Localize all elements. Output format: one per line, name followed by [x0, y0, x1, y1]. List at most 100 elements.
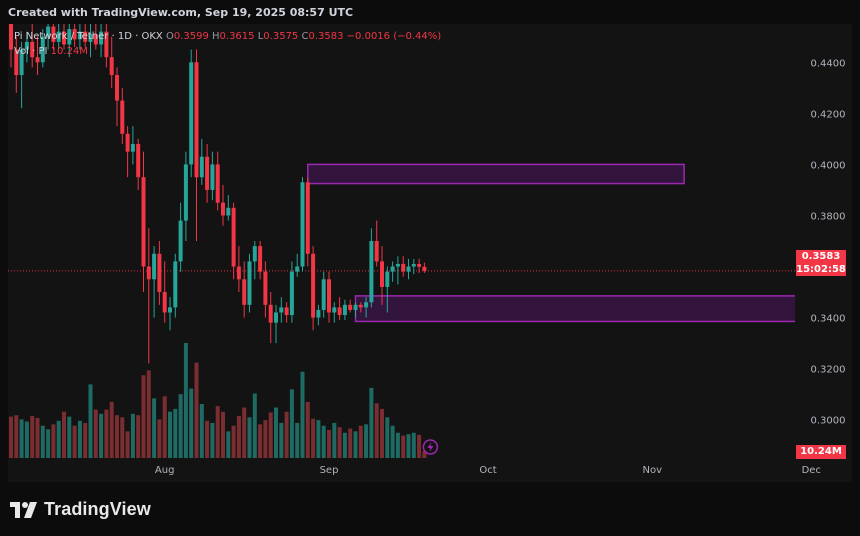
volume-bar: [348, 428, 353, 458]
candle-body: [289, 271, 294, 316]
candle-body: [279, 307, 284, 313]
candle-body: [136, 143, 141, 178]
volume-bar: [295, 422, 300, 458]
y-tick-label: 0.3400: [811, 314, 846, 325]
volume-bar: [369, 387, 374, 458]
candle-body: [221, 202, 225, 216]
volume-bar: [274, 407, 278, 458]
volume-bar: [231, 425, 236, 458]
high-value: 0.3615: [219, 31, 255, 42]
volume-bar: [380, 408, 384, 458]
volume-value: 10.24M: [50, 46, 88, 57]
volume-bar: [205, 420, 210, 458]
low-value: 0.3575: [263, 31, 299, 42]
candle-body: [385, 271, 390, 287]
candle-body: [93, 34, 98, 45]
volume-bar: [51, 424, 56, 458]
candle-body: [162, 292, 167, 313]
volume-bar: [77, 420, 82, 458]
candle-body: [77, 31, 82, 40]
y-tick-label: 0.3200: [811, 365, 846, 376]
volume-bar: [120, 417, 125, 458]
candle-body: [316, 309, 321, 318]
tradingview-logo[interactable]: TradingView: [10, 499, 151, 520]
volume-bar: [358, 425, 363, 458]
volume-legend: Vol · PI 10.24M: [14, 46, 88, 57]
candle-body: [9, 24, 13, 50]
candle-body: [62, 31, 66, 45]
volume-bar: [242, 407, 247, 458]
candle-body: [157, 253, 162, 293]
volume-bar: [268, 412, 273, 458]
volume-bar: [19, 419, 24, 458]
candle-body: [46, 26, 51, 37]
candle-body: [83, 31, 88, 42]
candle-body: [109, 57, 114, 76]
volume-bar: [141, 375, 146, 458]
candle-body: [173, 261, 178, 308]
candle-body: [168, 307, 172, 313]
volume-bar: [194, 362, 199, 458]
close-label: C: [301, 31, 309, 42]
volume-bar: [178, 394, 183, 458]
volume-bar: [258, 424, 263, 458]
candle-body: [337, 307, 342, 316]
volume-bar: [390, 425, 395, 458]
candle-body: [274, 312, 278, 323]
volume-bar: [411, 432, 416, 458]
candle-body: [395, 263, 400, 267]
x-tick-label: Sep: [320, 465, 339, 476]
volume-bar: [316, 420, 321, 458]
y-tick-label: 0.3800: [811, 211, 846, 222]
volume-bar: [109, 401, 114, 458]
x-tick-label: Nov: [643, 465, 663, 476]
volume-bar: [199, 404, 204, 458]
volume-bar: [252, 393, 257, 458]
low-label: L: [257, 31, 264, 42]
volume-bar: [146, 370, 151, 458]
candle-body: [199, 156, 204, 178]
candle-body: [252, 246, 257, 262]
candle-body: [417, 263, 422, 267]
symbol-legend: Pi Network / Tether · 1D · OKX O0.3599 H…: [14, 31, 441, 42]
volume-bar: [183, 343, 188, 458]
candle-body: [125, 133, 130, 152]
candle-body: [183, 164, 188, 221]
candle-body: [369, 241, 374, 303]
candle-body: [332, 307, 337, 313]
candle-body: [406, 266, 411, 272]
candle-body: [300, 182, 305, 267]
candle-body: [390, 266, 395, 272]
tradingview-wordmark: TradingView: [44, 499, 151, 519]
candle-body: [226, 207, 231, 216]
candle-body: [380, 261, 384, 287]
volume-bar: [311, 418, 316, 458]
open-value: 0.3599: [173, 31, 209, 42]
candle-body: [295, 266, 300, 272]
candle-body: [401, 263, 406, 272]
volume-bar: [46, 429, 51, 458]
volume-bar: [130, 413, 135, 458]
candle-body: [374, 241, 379, 262]
candle-body: [146, 266, 151, 280]
chart-pane[interactable]: [8, 24, 795, 482]
candle-body: [242, 279, 247, 305]
x-tick-label: Dec: [802, 465, 821, 476]
volume-bar: [189, 388, 194, 458]
volume-bar: [67, 416, 72, 458]
candle-body: [14, 49, 19, 76]
candle-body: [236, 266, 241, 280]
volume-bar: [9, 416, 13, 458]
volume-bar: [115, 415, 119, 458]
chart-caption: Created with TradingView.com, Sep 19, 20…: [8, 6, 354, 19]
symbol-name[interactable]: Pi Network / Tether · 1D · OKX: [14, 31, 163, 42]
volume-bar: [152, 398, 157, 458]
volume-bar: [305, 401, 310, 458]
volume-bar: [279, 422, 284, 458]
candle-body: [205, 156, 210, 190]
volume-bar: [125, 431, 130, 458]
volume-bar: [56, 420, 61, 458]
volume-label[interactable]: Vol · PI: [14, 46, 48, 57]
volume-bar: [236, 415, 241, 458]
